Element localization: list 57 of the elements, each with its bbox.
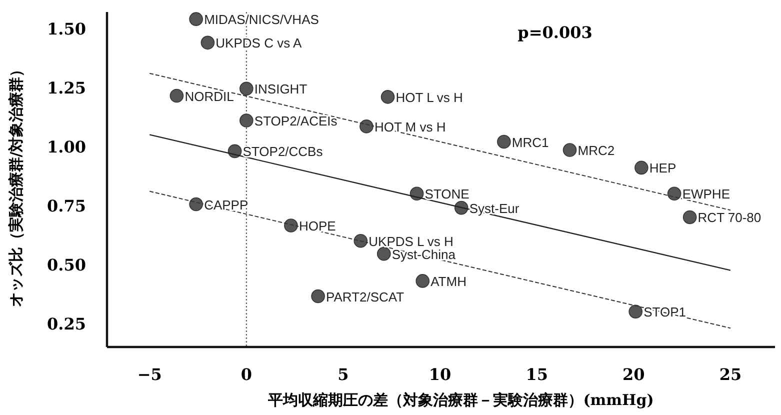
x-axis-title: 平均収縮期圧の差（対象治療群－実験治療群）(mmHg) [267,391,654,409]
y-tick-label: 1.50 [47,20,86,39]
point [240,82,254,96]
annotation: STOP2/ACEIs [254,114,338,129]
x-tick-label: 25 [719,365,742,384]
point [354,234,368,248]
point [360,120,374,134]
annotation: STOP2/CCBs [242,144,324,160]
point [228,144,242,158]
y-tick-label: 0.25 [47,314,86,334]
y-axis-title: オッズ比（実験治療群/対象治療群） [7,62,25,308]
point [284,218,298,232]
point [240,114,254,128]
y-tick-label: 1.25 [47,78,86,98]
annotation: PART2/SCAT [326,289,404,304]
point [311,289,325,304]
point [562,143,577,157]
point [682,210,697,224]
x-tick-label: −5 [137,365,162,384]
point [410,186,424,201]
point [380,90,395,104]
annotation: p=0.003 [518,23,592,42]
point [189,12,203,26]
annotation: INSIGHT [254,82,308,97]
annotation: HOT L vs H [396,90,463,105]
point [667,186,682,201]
x-tick-label: 15 [526,365,548,384]
x-tick-label: 20 [622,365,645,384]
annotation: MIDAS/NICS/VHAS [204,12,320,28]
y-tick-label: 0.75 [47,196,86,216]
y-tick-label: 0.50 [47,255,86,274]
x-tick-label: 5 [338,365,349,384]
annotation: RCT 70-80 [698,210,762,226]
annotation: STONE [424,186,470,202]
point [628,304,642,319]
annotation: HOT M vs H [374,119,446,134]
point [170,88,184,103]
point [416,274,430,288]
annotation: HEP [649,160,676,176]
y-tick-label: 1.00 [47,137,86,156]
annotation: UKPDS C vs A [216,36,302,51]
x-tick-label: 10 [428,365,452,384]
point [200,36,215,50]
annotation: MRC2 [578,143,615,158]
annotation: ATMH [430,274,466,289]
annotation: NORDIL [184,88,234,104]
annotation: EWPHE [682,186,730,202]
annotation: MRC1 [512,134,549,150]
annotation: Syst-Eur [469,200,520,216]
annotation: CAPPP [204,197,248,212]
annotation: UKPDS L vs H [368,234,454,249]
point [497,134,511,149]
point [376,246,391,261]
x-tick-label: 0 [240,365,252,384]
annotation: HOPE [298,218,336,234]
point [634,160,648,175]
point [189,197,203,212]
